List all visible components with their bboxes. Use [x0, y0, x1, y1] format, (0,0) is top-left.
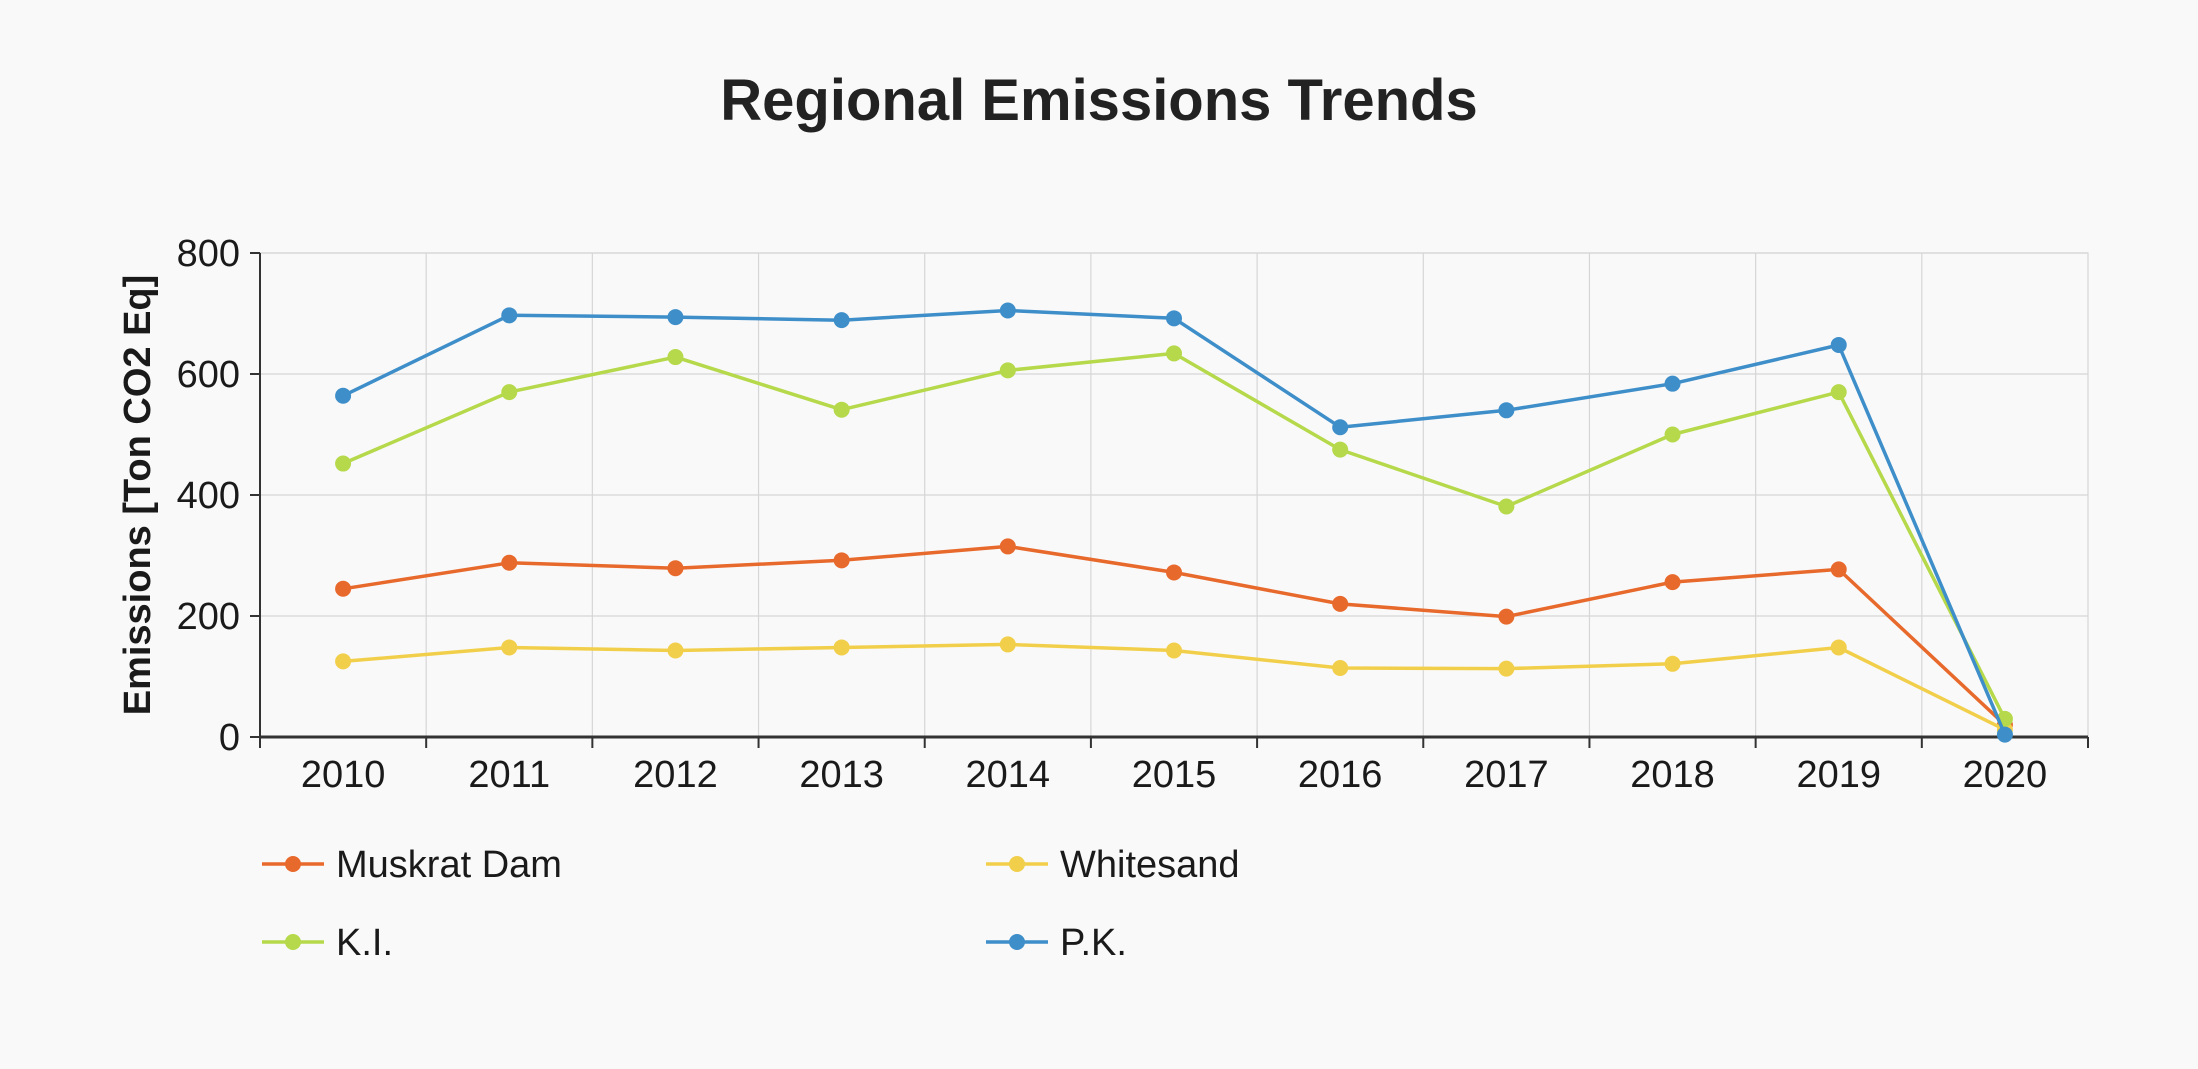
legend-swatch-marker [285, 856, 301, 872]
y-tick-label: 800 [177, 233, 240, 275]
y-tick-label: 200 [177, 596, 240, 638]
data-point [1664, 574, 1681, 591]
data-point [1830, 639, 1847, 656]
data-point [1498, 660, 1515, 677]
y-axis-title: Emissions [Ton CO2 Eq] [117, 275, 159, 716]
legend-item: K.I. [262, 922, 393, 964]
data-point [335, 387, 352, 404]
data-point [1498, 498, 1515, 515]
data-point [833, 312, 850, 329]
data-point [1166, 345, 1182, 362]
data-point [1166, 564, 1182, 581]
data-point [335, 653, 352, 670]
data-point [1830, 336, 1847, 353]
data-point [833, 639, 850, 656]
data-point [1830, 561, 1847, 578]
data-point [999, 636, 1016, 653]
data-point [999, 538, 1016, 555]
data-point [501, 554, 518, 571]
legend-swatch-marker [1009, 934, 1025, 950]
x-tick-label: 2018 [1630, 754, 1715, 796]
data-point [501, 307, 518, 324]
x-tick-label: 2017 [1464, 754, 1549, 796]
data-point [999, 362, 1016, 379]
data-point [1664, 655, 1681, 672]
series-muskrat-dam [335, 538, 2013, 733]
data-point [667, 560, 684, 577]
x-tick-label: 2016 [1298, 754, 1383, 796]
data-point [501, 384, 518, 401]
data-point [1498, 608, 1515, 625]
legend-swatch-marker [1009, 856, 1025, 872]
legend-label: P.K. [1060, 922, 1127, 964]
data-point [1332, 660, 1349, 677]
legend: Muskrat Dam Whitesand K.I. P.K. [262, 844, 1240, 964]
legend-label: Whitesand [1060, 844, 1240, 886]
y-tick-label: 400 [177, 475, 240, 517]
y-tick-label: 0 [219, 717, 240, 759]
x-tick-label: 2020 [1963, 754, 2048, 796]
series-lines [335, 302, 2013, 743]
legend-label: Muskrat Dam [336, 844, 562, 886]
data-point [1332, 595, 1349, 612]
data-point [335, 455, 352, 472]
x-tick-label: 2011 [468, 754, 550, 796]
legend-swatch-marker [285, 934, 301, 950]
data-point [1166, 642, 1182, 659]
data-point [667, 309, 684, 326]
data-point [1332, 441, 1349, 458]
y-tick-label: 600 [177, 354, 240, 396]
data-point [1996, 726, 2013, 743]
x-tick-label: 2015 [1132, 754, 1217, 796]
data-point [1830, 384, 1847, 401]
data-point [833, 401, 850, 418]
x-tick-label: 2013 [799, 754, 884, 796]
x-tick-label: 2012 [633, 754, 718, 796]
series-p-k- [335, 302, 2013, 743]
legend-item: P.K. [986, 922, 1127, 964]
data-point [1332, 419, 1349, 436]
data-point [1166, 310, 1182, 327]
legend-label: K.I. [336, 922, 393, 964]
data-point [999, 302, 1016, 319]
x-tick-label: 2010 [301, 754, 386, 796]
series-k-i- [335, 345, 2013, 727]
legend-item: Whitesand [986, 844, 1240, 886]
legend-item: Muskrat Dam [262, 844, 562, 886]
x-tick-label: 2019 [1796, 754, 1881, 796]
chart-title: Regional Emissions Trends [720, 68, 1477, 133]
data-point [335, 580, 352, 597]
data-point [1664, 426, 1681, 443]
data-point [1664, 375, 1681, 392]
data-point [667, 349, 684, 366]
data-point [501, 639, 518, 656]
x-tick-label: 2014 [966, 754, 1051, 796]
data-point [667, 642, 684, 659]
axes: 0 200 400 600 800 2010 2011 2012 2013 2014 2015 201… [117, 233, 2089, 796]
series-whitesand [335, 636, 2013, 738]
data-point [833, 552, 850, 569]
data-point [1498, 402, 1515, 419]
